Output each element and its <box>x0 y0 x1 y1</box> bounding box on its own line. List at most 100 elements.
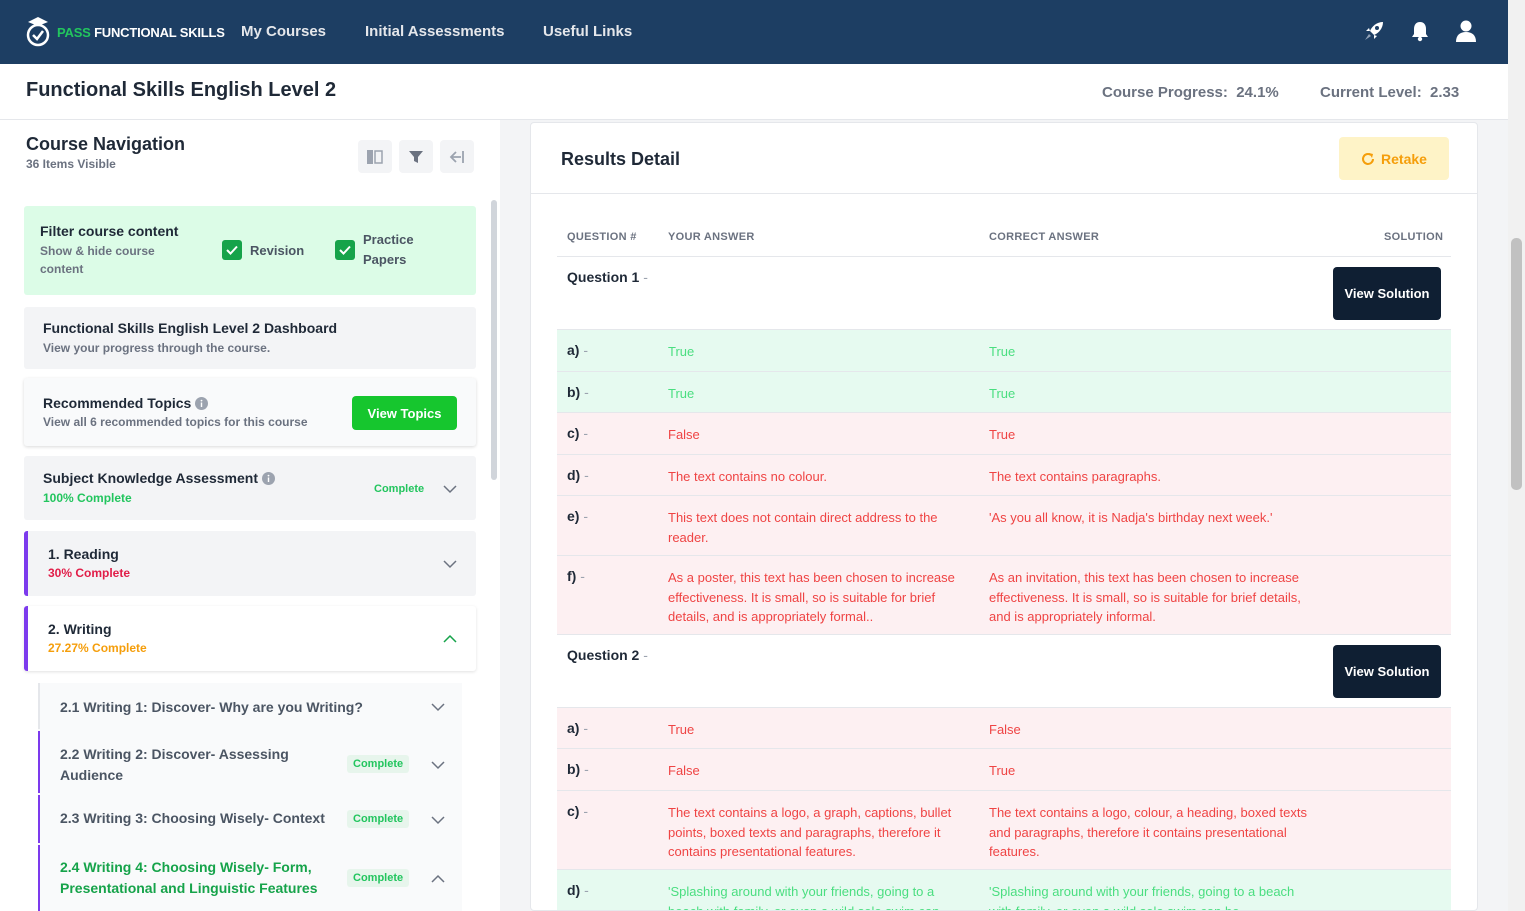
correct-answer: 'As you all know, it is Nadja's birthday… <box>989 510 1273 525</box>
results-title: Results Detail <box>561 149 681 169</box>
view-solution-button[interactable]: View Solution <box>1333 645 1441 698</box>
dash: - <box>584 384 589 400</box>
status-badge: Complete <box>347 869 410 887</box>
check-icon <box>222 240 242 260</box>
page-scrollbar-thumb[interactable] <box>1511 238 1522 490</box>
correct-answer: True <box>989 386 1016 401</box>
rocket-icon[interactable] <box>1362 18 1386 44</box>
your-answer: This text does not contain direct addres… <box>668 510 938 545</box>
chevron-down-icon[interactable] <box>442 559 458 569</box>
list-item[interactable]: 2.3 Writing 3: Choosing Wisely- Context … <box>38 795 462 843</box>
results-detail-panel: Results Detail Retake QUESTION # YOUR AN… <box>530 122 1478 911</box>
info-icon[interactable] <box>261 471 275 485</box>
nav-useful-links[interactable]: Useful Links <box>543 23 633 40</box>
correct-answer: False <box>989 722 1021 737</box>
reading-title: 1. Reading <box>48 546 119 562</box>
correct-answer: 'Splashing around with your friends, goi… <box>989 884 1295 911</box>
user-icon[interactable] <box>1454 18 1478 44</box>
your-answer: True <box>668 722 695 737</box>
refresh-icon <box>1362 152 1375 165</box>
reading-progress: 30% Complete <box>48 566 131 580</box>
section-reading[interactable]: 1. Reading 30% Complete <box>24 531 476 596</box>
status-badge: Complete <box>374 483 425 495</box>
table-row: d) - 'Splashing around with your friends… <box>557 869 1451 911</box>
part-label: a) <box>567 342 580 358</box>
header-your-answer: YOUR ANSWER <box>668 231 755 243</box>
course-header: Functional Skills English Level 2 Course… <box>0 64 1508 120</box>
revision-checkbox[interactable]: Revision <box>222 240 304 260</box>
table-row: a) - True True <box>557 329 1451 371</box>
your-answer: The text contains a logo, a graph, capti… <box>668 805 952 859</box>
course-progress-label: Course Progress: <box>1102 84 1228 101</box>
info-icon[interactable] <box>195 396 209 410</box>
sidebar-scrollbar[interactable] <box>491 200 497 480</box>
top-navbar: PASS FUNCTIONAL SKILLS My Courses Initia… <box>0 0 1508 64</box>
chevron-up-icon[interactable] <box>430 874 446 884</box>
logo-shield-icon <box>26 17 50 47</box>
check-icon <box>335 240 355 260</box>
course-title: Functional Skills English Level 2 <box>26 79 337 101</box>
chevron-down-icon[interactable] <box>430 702 446 712</box>
subitem-title: 2.3 Writing 3: Choosing Wisely- Context <box>60 810 325 826</box>
current-level: Current Level: 2.33 <box>1320 84 1459 101</box>
table-row: f) - As a poster, this text has been cho… <box>557 555 1451 634</box>
dashboard-link[interactable]: Functional Skills English Level 2 Dashbo… <box>24 307 476 369</box>
filter-course-content: Filter course content Show & hide course… <box>24 206 476 295</box>
table-row: d) - The text contains no colour. The te… <box>557 454 1451 495</box>
current-level-value: 2.33 <box>1430 84 1460 101</box>
your-answer: False <box>668 763 700 778</box>
chevron-down-icon[interactable] <box>430 760 446 770</box>
subitem-title: 2.1 Writing 1: Discover- Why are you Wri… <box>60 699 363 715</box>
list-item[interactable]: 2.2 Writing 2: Discover- Assessing Audie… <box>38 731 462 793</box>
retake-button[interactable]: Retake <box>1339 137 1449 180</box>
ska-title: Subject Knowledge Assessment <box>43 470 258 486</box>
list-item[interactable]: 2.1 Writing 1: Discover- Why are you Wri… <box>38 683 462 729</box>
layout-toggle-button[interactable] <box>358 140 392 173</box>
chevron-up-icon[interactable] <box>442 634 458 644</box>
page-scrollbar[interactable] <box>1508 0 1525 911</box>
chevron-down-icon[interactable] <box>442 484 458 494</box>
logo[interactable]: PASS FUNCTIONAL SKILLS <box>25 16 225 48</box>
dash: - <box>584 882 589 898</box>
question-row: Question 2 - View Solution <box>557 634 1451 707</box>
filter-title: Filter course content <box>40 223 179 239</box>
part-label: d) <box>567 882 581 898</box>
subject-knowledge-assessment[interactable]: Subject Knowledge Assessment 100% Comple… <box>24 456 476 520</box>
divider <box>531 193 1477 194</box>
practice-papers-checkbox[interactable]: Practice Papers <box>335 230 423 270</box>
correct-answer: The text contains a logo, colour, a head… <box>989 805 1307 859</box>
chevron-down-icon[interactable] <box>430 815 446 825</box>
list-item[interactable]: 2.4 Writing 4: Choosing Wisely- Form, Pr… <box>38 845 462 911</box>
question-row: Question 1 - View Solution <box>557 256 1451 329</box>
your-answer: True <box>668 386 695 401</box>
header-solution: SOLUTION <box>1384 231 1444 243</box>
your-answer: The text contains no colour. <box>668 469 827 484</box>
view-solution-button[interactable]: View Solution <box>1333 267 1441 320</box>
nav-my-courses[interactable]: My Courses <box>241 23 327 40</box>
recommended-title: Recommended Topics <box>43 395 192 411</box>
dash: - <box>584 467 589 483</box>
columns-icon <box>367 149 383 164</box>
sidebar-subtitle: 36 Items Visible <box>26 157 116 171</box>
dash: - <box>583 803 589 819</box>
filter-button[interactable] <box>399 140 433 173</box>
writing-title: 2. Writing <box>48 621 112 637</box>
part-label: c) <box>567 803 580 819</box>
correct-answer: True <box>989 763 1016 778</box>
subitem-title: 2.4 Writing 4: Choosing Wisely- Form, Pr… <box>60 859 318 896</box>
your-answer: 'Splashing around with your friends, goi… <box>668 884 940 911</box>
nav-initial-assessments[interactable]: Initial Assessments <box>365 23 505 40</box>
logo-text: PASS FUNCTIONAL SKILLS <box>57 24 225 40</box>
your-answer: As a poster, this text has been chosen t… <box>668 570 955 624</box>
part-label: a) <box>567 720 580 736</box>
part-label: f) <box>567 568 577 584</box>
dash: - <box>643 269 648 285</box>
view-topics-button[interactable]: View Topics <box>352 396 457 430</box>
header-correct-answer: CORRECT ANSWER <box>989 231 1100 243</box>
revision-label: Revision <box>250 242 305 258</box>
collapse-sidebar-button[interactable] <box>440 140 474 173</box>
section-writing[interactable]: 2. Writing 27.27% Complete <box>24 606 476 671</box>
dashboard-subtitle: View your progress through the course. <box>43 341 271 355</box>
table-row: c) - False True <box>557 412 1451 454</box>
bell-icon[interactable] <box>1408 18 1432 44</box>
